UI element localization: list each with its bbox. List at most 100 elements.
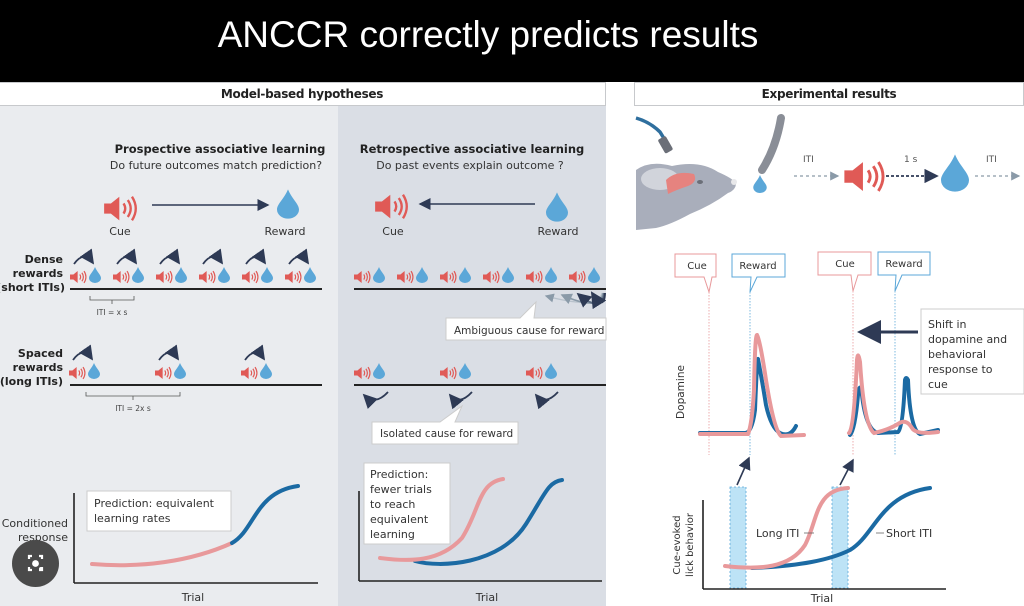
reward-drop-icon: [175, 267, 187, 283]
retro-prediction-box: [363, 462, 451, 545]
shift-note-line-1: Shift in: [928, 318, 967, 331]
prospective-xlabel: Trial: [181, 591, 204, 604]
retro-prediction-line-5: learning: [370, 528, 415, 541]
cue-speaker-icon: [104, 195, 137, 222]
sequence-iti-1: ITI: [803, 155, 814, 165]
cue-speaker-icon: [526, 270, 543, 284]
cue-speaker-icon: [569, 270, 586, 284]
ambiguous-label: Ambiguous cause for reward: [454, 325, 604, 337]
isolated-label: Isolated cause for reward: [380, 428, 513, 440]
ambiguous-arrow-4: [590, 291, 607, 310]
cue-speaker-icon: [199, 270, 216, 284]
late-reward-callout: [877, 251, 931, 292]
late-dopamine-long-iti: [847, 353, 940, 436]
cue-speaker-icon: [155, 366, 172, 380]
reward-drop-icon: [260, 363, 272, 379]
late-link-arrow: [839, 458, 854, 486]
reward-drop-icon: [545, 363, 557, 379]
late-reward-label: Reward: [885, 259, 922, 270]
isolated-arrow-2: [448, 391, 473, 410]
mouse-nose: [731, 179, 737, 185]
prospective-prediction-line-2: learning rates: [94, 512, 171, 525]
dense-events: [70, 248, 316, 284]
cue-speaker-icon: [70, 270, 87, 284]
cue-speaker-icon: [354, 270, 371, 284]
short-iti-curve-retro: [413, 478, 564, 566]
lens-camera-icon: [27, 554, 44, 572]
lick-ylabel-1: Cue-evoked: [672, 515, 683, 574]
cue-speaker-icon: [285, 270, 302, 284]
retrospective-question: Do past events explain outcome ?: [376, 159, 564, 172]
early-cue-callout: [674, 253, 717, 294]
prediction-arc-arrow: [288, 248, 310, 265]
lick-xlabel: Trial: [810, 592, 833, 605]
reward-drop-icon: [459, 363, 471, 379]
cue-speaker-icon: [354, 366, 371, 380]
isolated-arrow-3: [534, 391, 559, 410]
spaced-label-3: (long ITIs): [0, 375, 63, 388]
early-trials-highlight: [729, 486, 747, 589]
retro-prediction-line-1: Prediction:: [370, 468, 428, 481]
lick-ylabel-2: lick behavior: [685, 512, 696, 577]
early-dopamine-short-iti: [698, 356, 798, 437]
dense-label-3: (short ITIs): [0, 281, 65, 294]
google-lens-button[interactable]: [12, 540, 59, 587]
reward-drop-icon: [132, 267, 144, 283]
equivalent-learning-curve-pink: [90, 541, 234, 568]
prospective-question: Do future outcomes match prediction?: [110, 159, 322, 172]
equivalent-learning-curve-blue: [230, 484, 300, 545]
cue-speaker-icon: [397, 270, 414, 284]
spout-drop-icon: [753, 175, 767, 193]
retro-prediction-line-4: equivalent: [370, 513, 429, 526]
late-cue-callout: [817, 251, 872, 292]
shift-note-box: [920, 308, 1024, 395]
long-iti-label: Long ITI: [756, 527, 799, 540]
early-reward-callout: [731, 253, 786, 293]
short-iti-label: Short ITI: [886, 527, 932, 540]
shift-note-line-4: response to: [928, 363, 993, 376]
dense-label-1: Dense: [25, 253, 63, 266]
dense-label-2: rewards: [13, 267, 64, 280]
mouse-eye: [697, 180, 703, 184]
reward-drop-icon: [545, 267, 557, 283]
slide-title-bar: ANCCR correctly predicts results: [0, 0, 1024, 82]
cue-speaker-icon: [241, 366, 258, 380]
iti-bracket-spaced: [85, 392, 181, 400]
reward-drop-icon: [502, 267, 514, 283]
retro-xlabel: Trial: [475, 591, 498, 604]
early-cue-label: Cue: [687, 261, 706, 272]
reward-drop-icon: [588, 267, 600, 283]
fiber-connector: [658, 136, 673, 154]
retro-reward-drop-icon: [546, 192, 568, 222]
retro-dense-events: [354, 267, 600, 284]
retro-prediction-line-2: fewer trials: [370, 483, 432, 496]
prediction-arc-arrow: [245, 248, 267, 265]
prediction-arc-arrow: [244, 344, 266, 361]
reward-drop-icon: [277, 189, 299, 219]
shift-note-line-2: dopamine and: [928, 333, 1007, 346]
ambiguous-callout: [445, 300, 607, 341]
prediction-arc-arrow: [202, 248, 224, 265]
sequence-speaker-icon: [844, 160, 885, 193]
prediction-arc-arrow: [72, 344, 94, 361]
prospective-prediction-box: [86, 490, 232, 532]
reward-drop-icon: [416, 267, 428, 283]
late-dopamine-short-iti: [848, 376, 940, 437]
prediction-arc-arrow: [159, 248, 181, 265]
brain-icon: [666, 172, 696, 194]
sequence-iti-2: ITI: [986, 155, 997, 165]
reward-drop-icon: [218, 267, 230, 283]
iti-spaced-label: ITI = 2x s: [115, 404, 151, 413]
retro-cue-label: Cue: [382, 225, 404, 238]
spaced-label-1: Spaced: [18, 347, 63, 360]
prediction-arc-arrow: [116, 248, 138, 265]
reward-drop-icon: [174, 363, 186, 379]
reward-drop-icon: [459, 267, 471, 283]
model-hypotheses-header: Model-based hypotheses: [0, 82, 606, 106]
reward-drop-icon: [88, 363, 100, 379]
retro-prediction-line-3: to reach: [370, 498, 415, 511]
cue-speaker-icon: [440, 366, 457, 380]
mouse-illustration: [635, 114, 785, 230]
long-iti-curve-retro: [378, 477, 505, 562]
